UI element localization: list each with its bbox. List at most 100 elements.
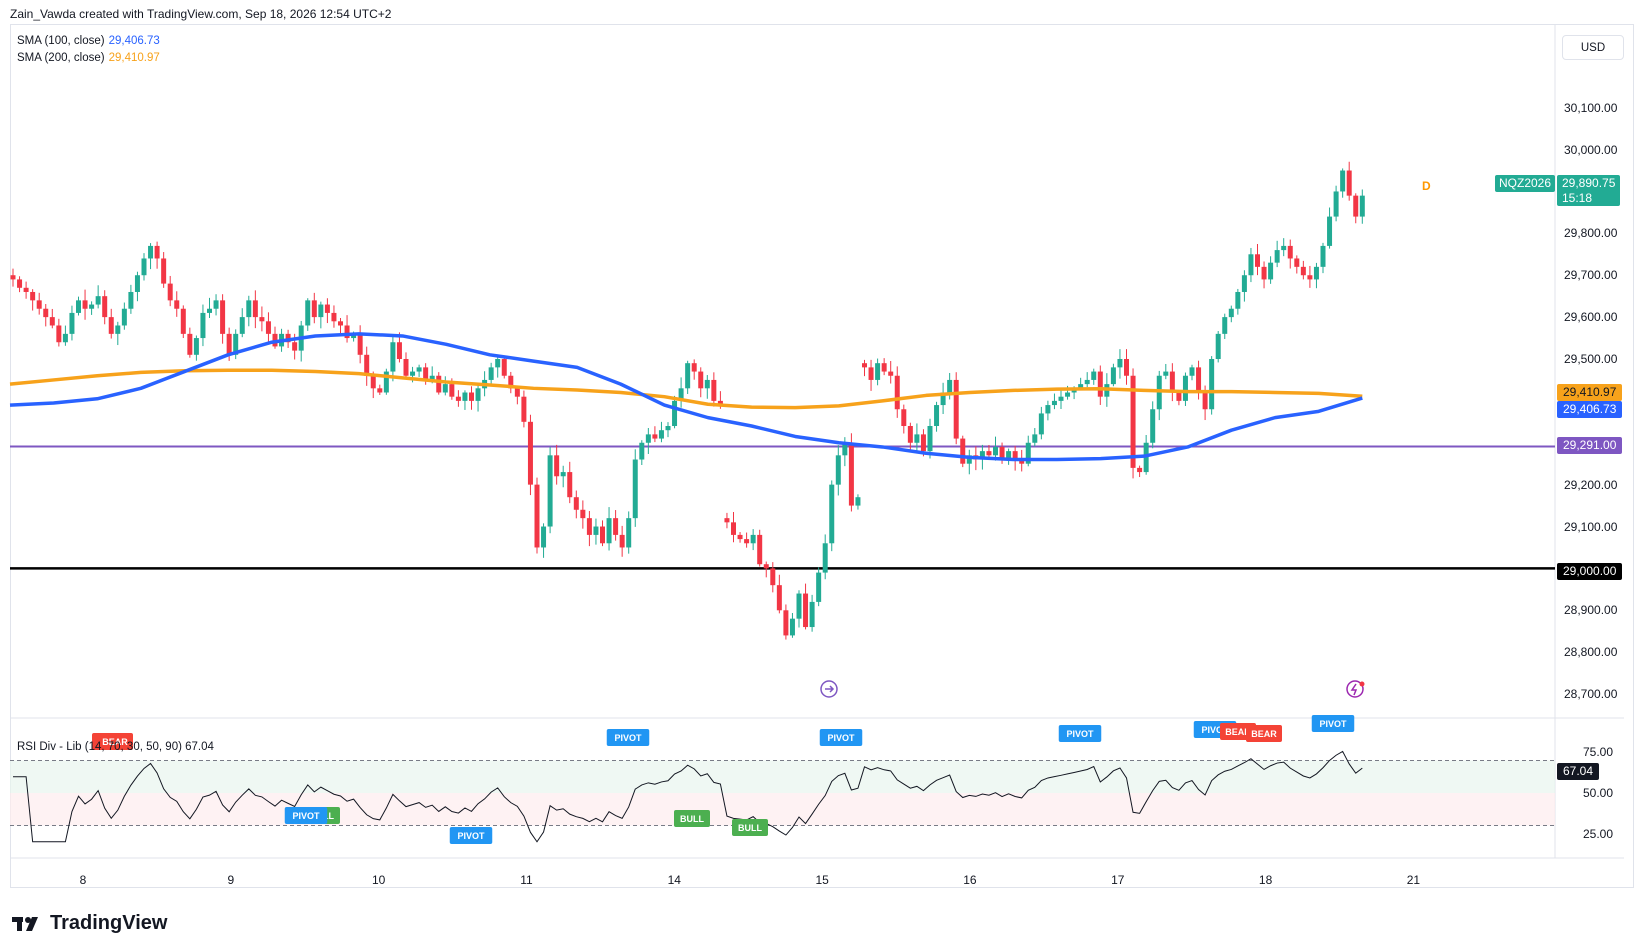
candle-body	[174, 300, 180, 309]
candle-body	[1353, 195, 1359, 217]
candle-body	[888, 371, 894, 376]
candle-body	[161, 258, 167, 284]
candle-body	[927, 426, 933, 452]
candle-body	[1110, 367, 1116, 385]
candle-body	[1274, 250, 1280, 263]
rsi-value-tag: 67.04	[1557, 763, 1600, 780]
candle-body	[469, 392, 474, 401]
rsi-signal-text: PIVOT	[292, 811, 320, 821]
legend-sma100[interactable]: SMA (100, close) 29,406.73	[17, 35, 160, 47]
candle-body	[796, 593, 802, 619]
candle-body	[43, 308, 49, 318]
candle-body	[383, 371, 389, 393]
candle-body	[49, 317, 55, 326]
price-axis-label: 29,700.00	[1564, 268, 1618, 283]
candle-body	[580, 509, 586, 519]
candle-body	[108, 317, 114, 334]
candle-body	[770, 568, 776, 586]
candle-body	[488, 367, 494, 380]
candle-body	[128, 291, 134, 309]
tradingview-logo[interactable]: TradingView	[12, 912, 167, 935]
candle-body	[862, 363, 867, 368]
candle-body	[475, 388, 481, 401]
candle-body	[1248, 254, 1254, 276]
candle-body	[979, 451, 985, 460]
candle-body	[396, 342, 402, 359]
candle-body	[1287, 245, 1293, 259]
legend-sma200[interactable]: SMA (200, close) 29,410.97	[17, 52, 160, 64]
candle-body	[672, 400, 678, 427]
candle-body	[89, 304, 95, 309]
candle-body	[180, 308, 186, 334]
last-price-tag: 29,890.75 15:18	[1557, 175, 1621, 206]
candle-body	[822, 543, 828, 573]
candle-body	[1091, 371, 1097, 380]
sma200-price-tag: 29,410.97	[1557, 384, 1623, 401]
candle-body	[1202, 392, 1208, 410]
candle-body	[1169, 371, 1175, 393]
rsi-axis-label: 75.00	[1583, 745, 1614, 760]
candle-body	[809, 601, 815, 628]
candle-body	[678, 388, 684, 401]
candle-body	[220, 300, 226, 334]
candle-body	[639, 442, 645, 460]
candle-body	[894, 375, 900, 410]
candle-body	[855, 497, 861, 506]
candle-body	[187, 333, 193, 355]
candle-body	[698, 371, 704, 389]
price-axis-label: 28,800.00	[1564, 645, 1618, 660]
candle-body	[36, 300, 42, 309]
candle-body	[1006, 451, 1012, 460]
candle-body	[351, 333, 357, 339]
rsi-signal-text: PIVOT	[614, 733, 642, 743]
candle-body	[645, 434, 651, 443]
candle-body	[1222, 317, 1228, 334]
purple-line-price-tag: 29,291.00	[1557, 437, 1623, 454]
candle-body	[731, 522, 736, 535]
candle-body	[586, 518, 592, 535]
time-axis-label: 21	[1406, 873, 1421, 887]
candle-body	[246, 300, 252, 318]
candle-body	[134, 275, 140, 292]
candle-body	[573, 497, 579, 510]
candle-body	[1268, 262, 1274, 280]
candle-body	[1045, 405, 1051, 414]
candle-body	[95, 296, 101, 305]
candle-body	[803, 593, 809, 628]
candle-body	[193, 338, 199, 355]
candle-body	[920, 434, 926, 452]
candle-body	[1176, 392, 1182, 401]
currency-button[interactable]: USD	[1562, 35, 1624, 60]
rsi-signal-text: PIVOT	[827, 733, 855, 743]
rsi-signal-text: BEAR	[1225, 727, 1251, 737]
candle-body	[613, 518, 619, 535]
candle-body	[377, 388, 383, 393]
candle-body	[265, 321, 271, 334]
lightning-icon[interactable]	[1346, 680, 1364, 698]
candle-body	[370, 375, 376, 389]
candle-body	[901, 409, 907, 427]
candle-body	[1130, 375, 1136, 468]
rsi-signal-label	[449, 827, 493, 844]
symbol-tag: NQZ2026	[1495, 175, 1556, 192]
candle-body	[423, 367, 429, 380]
session-badge[interactable]: D	[1422, 179, 1431, 193]
candle-body	[593, 526, 599, 535]
candle-body	[744, 539, 750, 544]
candle-body	[1012, 451, 1018, 460]
rsi-signal-label	[284, 807, 328, 824]
candle-body	[305, 300, 311, 326]
candle-body	[1333, 191, 1339, 217]
candle-body	[1294, 258, 1300, 267]
candle-body	[1320, 245, 1326, 267]
candle-body	[495, 358, 501, 368]
legend-sma200-label: SMA (200, close)	[17, 52, 105, 64]
legend-rsi[interactable]: RSI Div - Lib (14, 70, 30, 50, 90) 67.04	[17, 741, 214, 753]
candle-body	[436, 375, 442, 393]
candle-body	[82, 300, 88, 309]
rsi-signal-label	[1311, 715, 1355, 732]
candle-body	[1032, 434, 1038, 443]
candle-body	[934, 405, 940, 427]
rsi-signal-text: PIVOT	[1066, 729, 1094, 739]
